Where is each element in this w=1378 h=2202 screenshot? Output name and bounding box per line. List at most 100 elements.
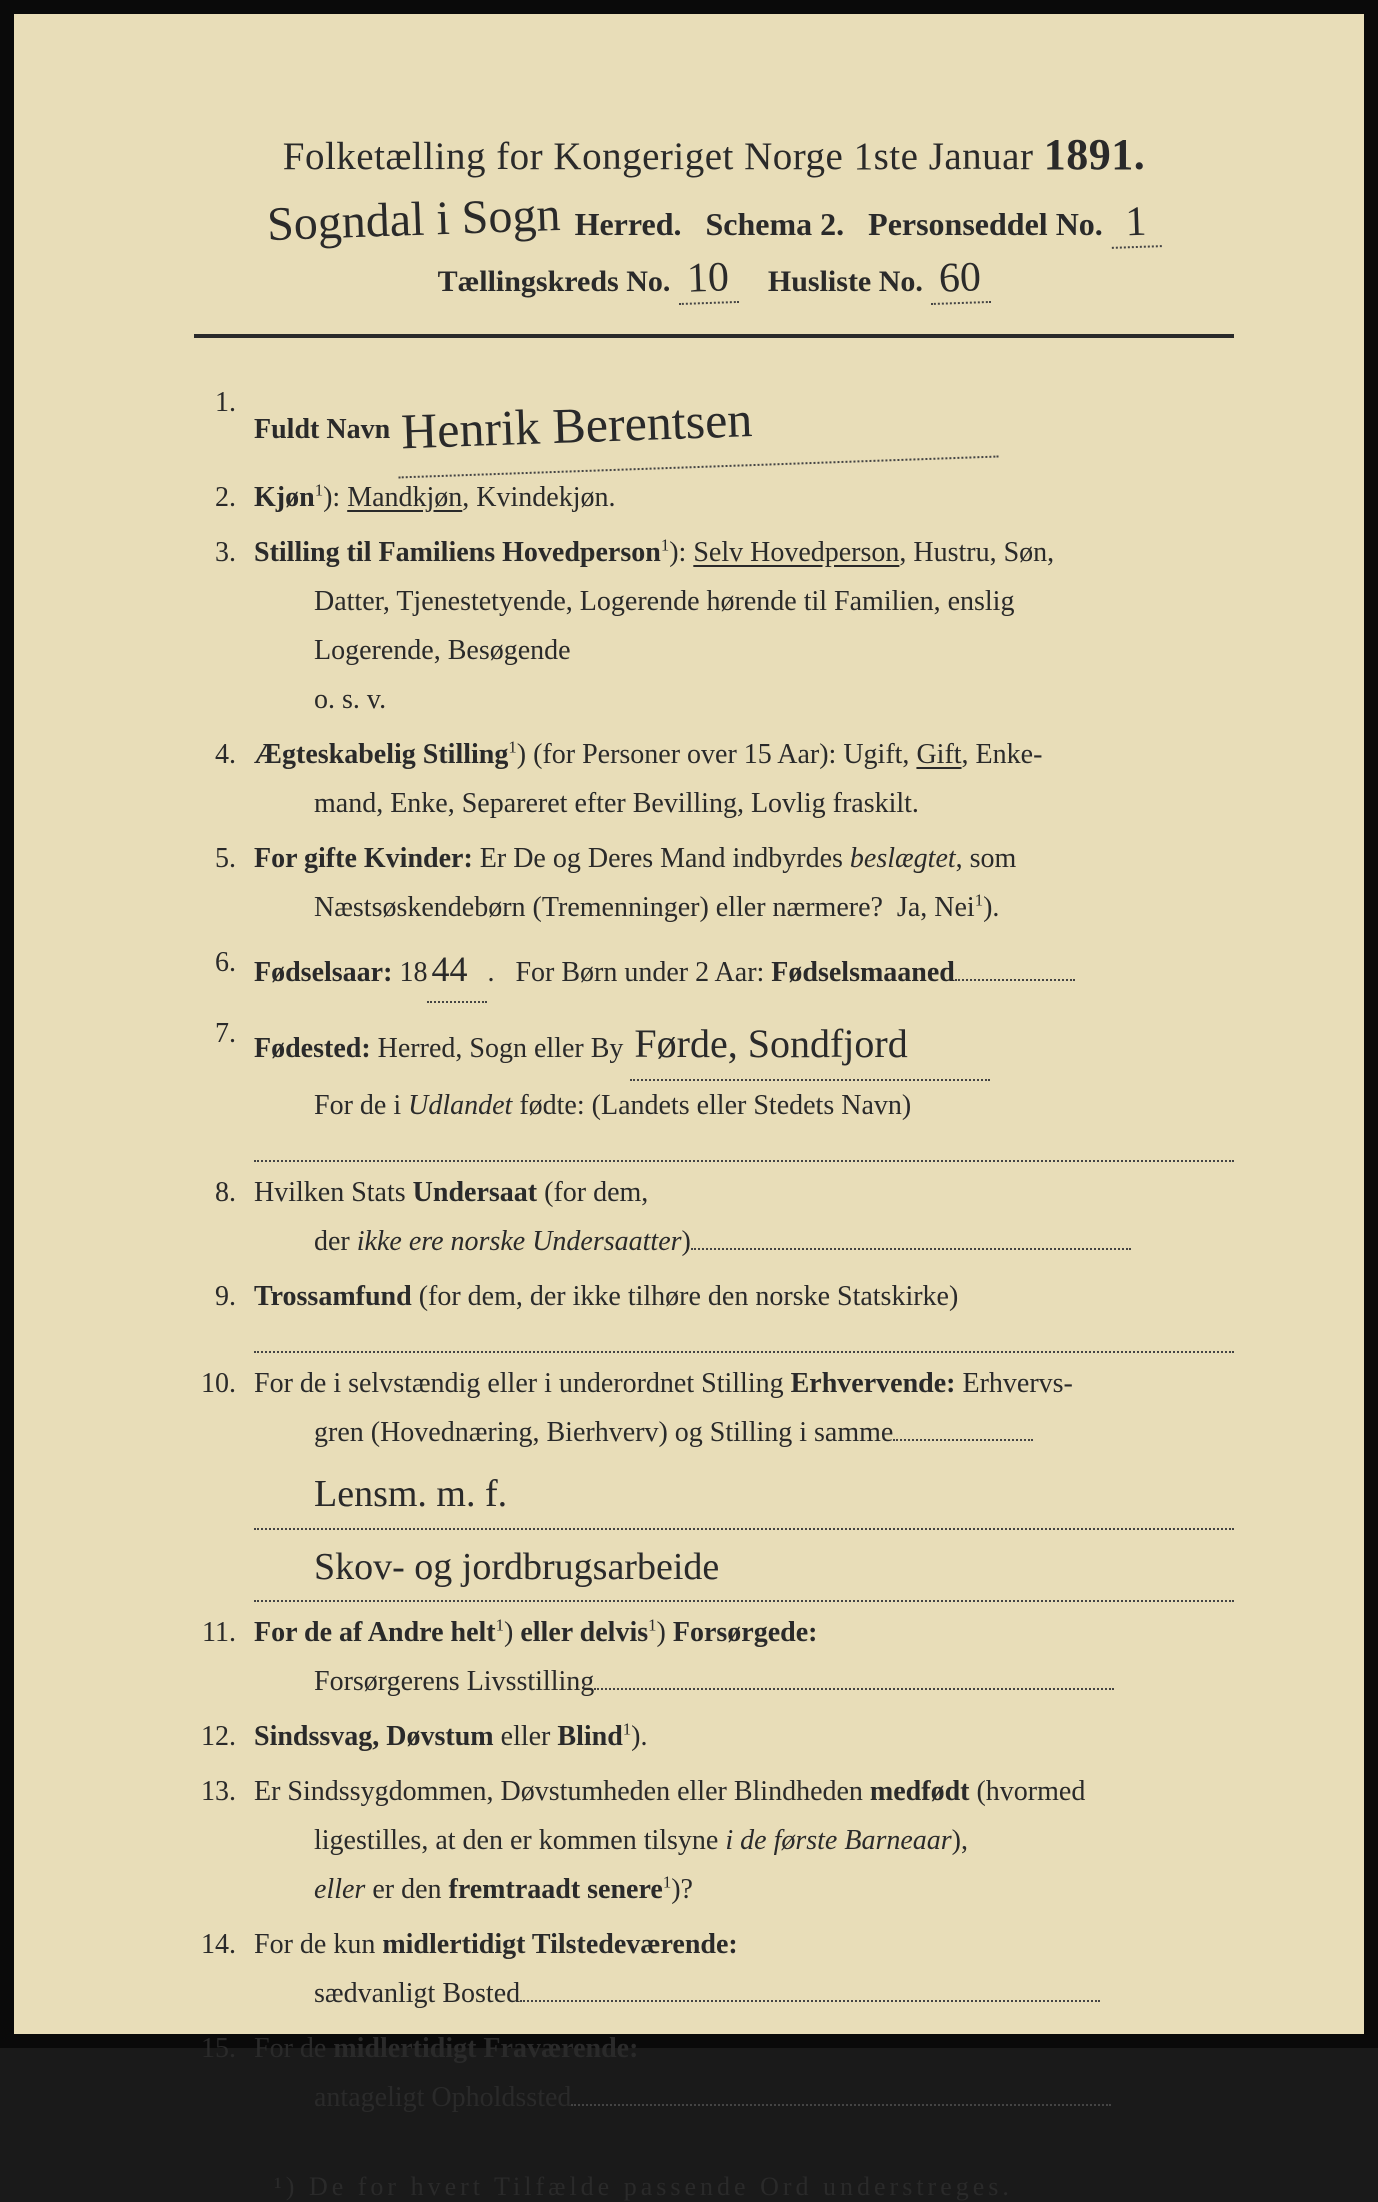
entry-body: Er Sindssygdommen, Døvstumheden eller Bl… <box>254 1767 1234 1914</box>
entry-body: Sindssvag, Døvstum eller Blind1). <box>254 1712 1234 1761</box>
label: Fødested: <box>254 1033 371 1064</box>
entry-15: 15. For de midlertidigt Fraværende: anta… <box>194 2024 1234 2122</box>
sup: 1 <box>496 1616 504 1635</box>
selected: Mandkjøn <box>347 482 462 513</box>
line1: Er Sindssygdommen, Døvstumheden eller Bl… <box>254 1776 870 1807</box>
sup: 1 <box>623 1720 631 1739</box>
title-text: Folketælling for Kongeriget Norge 1ste J… <box>283 135 1034 178</box>
entry-9: 9. Trossamfund (for dem, der ikke tilhør… <box>194 1272 1234 1353</box>
blank-line <box>254 1134 1234 1162</box>
entry-body: For de af Andre helt1) eller delvis1) Fo… <box>254 1608 1234 1706</box>
line3: eller er den fremtraadt senere1)? <box>254 1865 1234 1914</box>
entry-num: 2. <box>194 473 254 522</box>
entry-7: 7. Fødested: Herred, Sogn eller By Førde… <box>194 1009 1234 1162</box>
entry-num: 7. <box>194 1009 254 1162</box>
entry-11: 11. For de af Andre helt1) eller delvis1… <box>194 1608 1234 1706</box>
entry-num: 8. <box>194 1168 254 1266</box>
entry-num: 13. <box>194 1767 254 1914</box>
entry-2: 2. Kjøn1): Mandkjøn, Kvindekjøn. <box>194 473 1234 522</box>
entry-num: 10. <box>194 1359 254 1602</box>
entry-body: Trossamfund (for dem, der ikke tilhøre d… <box>254 1272 1234 1353</box>
year-hw: 44 <box>427 938 487 1003</box>
line2: der ikke ere norske Undersaatter) <box>254 1217 1234 1266</box>
person-no-hw: 1 <box>1110 197 1162 249</box>
entry-5: 5. For gifte Kvinder: Er De og Deres Man… <box>194 834 1234 932</box>
census-form-page: Folketælling for Kongeriget Norge 1ste J… <box>0 0 1378 2048</box>
born-label: For Børn under 2 Aar: <box>515 957 764 988</box>
line2: mand, Enke, Separeret efter Bevilling, L… <box>254 779 1234 828</box>
hw2: Skov- og jordbrugsarbeide <box>254 1534 1234 1603</box>
title-line-2: Sogndal i Sogn Herred. Schema 2. Persons… <box>194 192 1234 248</box>
entries-list: 1. Fuldt Navn Henrik Berentsen 2. Kjøn1)… <box>194 378 1234 2123</box>
entry-body: Fødested: Herred, Sogn eller By Førde, S… <box>254 1009 1234 1162</box>
title-year: 1891. <box>1044 130 1146 179</box>
entry-10: 10. For de i selvstændig eller i underor… <box>194 1359 1234 1602</box>
line2: ligestilles, at den er kommen tilsyne i … <box>254 1816 1234 1865</box>
herred-handwritten: Sogndal i Sogn <box>266 186 561 251</box>
line2: For de i Udlandet fødte: (Landets eller … <box>254 1081 1234 1130</box>
entry-8: 8. Hvilken Stats Undersaat (for dem, der… <box>194 1168 1234 1266</box>
month-label: Fødselsmaaned <box>771 957 955 988</box>
entry-body: Fuldt Navn Henrik Berentsen <box>254 378 1234 468</box>
form-header: Folketælling for Kongeriget Norge 1ste J… <box>194 124 1234 304</box>
entry-body: Fødselsaar: 1844. For Børn under 2 Aar: … <box>254 938 1234 1003</box>
entry-num: 4. <box>194 730 254 828</box>
blind: Blind <box>557 1721 622 1752</box>
entry-body: Stilling til Familiens Hovedperson1): Se… <box>254 528 1234 724</box>
label: Stilling til Familiens Hovedperson <box>254 537 661 568</box>
sup: 1 <box>508 738 516 757</box>
line1: (for dem, der ikke tilhøre den norske St… <box>419 1281 959 1312</box>
year-prefix: 18 <box>399 957 427 988</box>
entry-num: 3. <box>194 528 254 724</box>
personseddel-label: Personseddel No. <box>868 206 1103 242</box>
line1b: midlertidigt Fraværende: <box>333 2033 638 2064</box>
line1a: For de i selvstændig eller i underordnet… <box>254 1368 791 1399</box>
entry-num: 1. <box>194 378 254 468</box>
entry-12: 12. Sindssvag, Døvstum eller Blind1). <box>194 1712 1234 1761</box>
name-hw: Henrik Berentsen <box>396 367 999 477</box>
label: Fødselsaar: <box>254 957 392 988</box>
label: Trossamfund <box>254 1281 412 1312</box>
line2: Forsørgerens Livsstilling <box>254 1657 1234 1706</box>
rest: eller <box>494 1721 558 1752</box>
selected: Selv Hovedperson <box>693 537 899 568</box>
entry-num: 6. <box>194 938 254 1003</box>
entry-num: 5. <box>194 834 254 932</box>
husliste-label: Husliste No. <box>768 265 923 298</box>
birthplace-hw: Førde, Sondfjord <box>630 1009 990 1081</box>
label: Sindssvag, Døvstum <box>254 1721 494 1752</box>
line1a: For de <box>254 2033 333 2064</box>
line1b: midlertidigt Tilstedeværende: <box>382 1929 737 1960</box>
line1: Herred, Sogn eller By <box>378 1033 624 1064</box>
line1: Er De og Deres Mand indbyrdes beslægtet,… <box>480 843 1017 874</box>
line2: sædvanligt Bosted <box>254 1969 1234 2018</box>
line2: gren (Hovednæring, Bierhverv) og Stillin… <box>254 1408 1234 1457</box>
title-line-1: Folketælling for Kongeriget Norge 1ste J… <box>194 124 1234 186</box>
line1b: (hvormed <box>969 1776 1085 1807</box>
line1: Hvilken Stats Undersaat (for dem, <box>254 1177 648 1208</box>
line1a: For de af Andre helt <box>254 1617 496 1648</box>
label: For gifte Kvinder: <box>254 843 473 874</box>
sup: 1 <box>661 536 669 555</box>
label: Ægteskabelig Stilling <box>254 739 508 770</box>
schema-label: Schema 2. <box>705 206 844 242</box>
husliste-hw: 60 <box>930 253 992 305</box>
entry-1: 1. Fuldt Navn Henrik Berentsen <box>194 378 1234 468</box>
entry-body: Ægteskabelig Stilling1) (for Personer ov… <box>254 730 1234 828</box>
line4: o. s. v. <box>254 675 1234 724</box>
selected: Gift <box>916 739 961 770</box>
herred-label: Herred. <box>575 206 682 242</box>
label: Kjøn <box>254 482 315 513</box>
footnote: ¹) De for hvert Tilfælde passende Ord un… <box>274 2172 1234 2202</box>
sup: 1 <box>648 1616 656 1635</box>
entry-3: 3. Stilling til Familiens Hovedperson1):… <box>194 528 1234 724</box>
sup: 1 <box>315 481 323 500</box>
hw1: Lensm. m. f. <box>254 1461 1234 1530</box>
divider <box>194 334 1234 338</box>
line1a: For de kun <box>254 1929 382 1960</box>
line2: antageligt Opholdssted <box>254 2073 1234 2122</box>
line2: Datter, Tjenestetyende, Logerende hørend… <box>254 577 1234 626</box>
tkreds-hw: 10 <box>677 253 739 305</box>
entry-num: 9. <box>194 1272 254 1353</box>
tkreds-label: Tællingskreds No. <box>438 265 671 298</box>
